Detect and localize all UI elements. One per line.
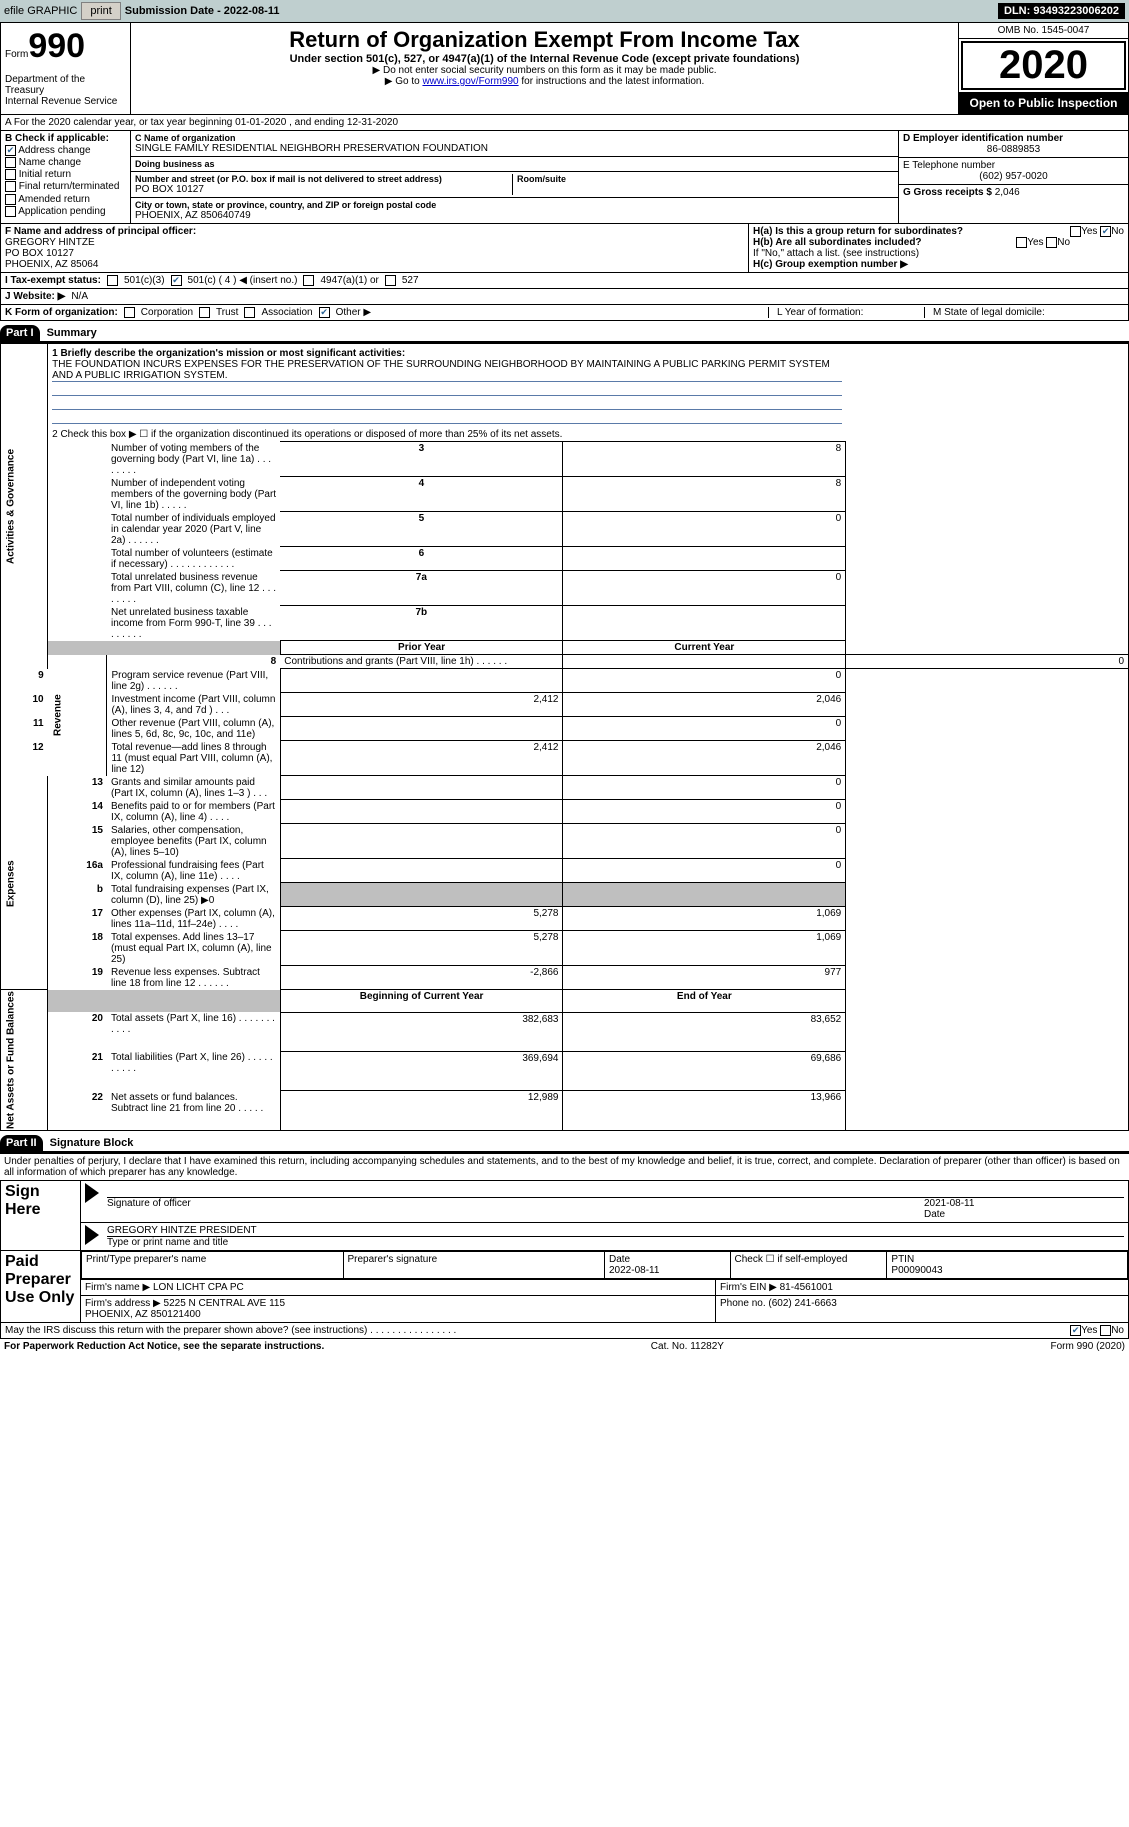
line-a: A For the 2020 calendar year, or tax yea… <box>0 115 1129 131</box>
section-expenses: Expenses <box>1 776 48 990</box>
firm-phone: (602) 241-6663 <box>768 1298 836 1309</box>
box-d-e-g: D Employer identification number86-08898… <box>898 131 1128 223</box>
officer-name-title: GREGORY HINTZE PRESIDENT <box>107 1225 1124 1236</box>
row-k: K Form of organization: Corporation Trus… <box>0 305 1129 321</box>
signature-table: Sign Here Signature of officer2021-08-11… <box>0 1180 1129 1323</box>
part-1-header: Part I Summary <box>0 321 1129 341</box>
discuss-row: May the IRS discuss this return with the… <box>0 1323 1129 1339</box>
check-app-pending[interactable]: Application pending <box>5 206 126 217</box>
org-name: SINGLE FAMILY RESIDENTIAL NEIGHBORH PRES… <box>135 143 488 154</box>
officer-name: GREGORY HINTZE <box>5 237 744 248</box>
form-number: 990 <box>28 27 85 65</box>
firm-name: LON LICHT CPA PC <box>153 1282 244 1293</box>
form-title: Return of Organization Exempt From Incom… <box>135 27 954 53</box>
part-2-header: Part II Signature Block <box>0 1131 1129 1151</box>
dept-text: Department of the Treasury Internal Reve… <box>5 74 126 107</box>
box-c: C Name of organizationSINGLE FAMILY RESI… <box>131 131 898 223</box>
section-b-to-g: B Check if applicable: Address change Na… <box>0 131 1129 224</box>
check-address-change[interactable]: Address change <box>5 145 126 156</box>
state-domicile: M State of legal domicile: <box>924 307 1124 318</box>
discuss-yes[interactable] <box>1070 1325 1081 1336</box>
box-b: B Check if applicable: Address change Na… <box>1 131 131 223</box>
gross-receipts: 2,046 <box>995 187 1020 198</box>
dln: DLN: 93493223006202 <box>998 3 1125 19</box>
box-f: F Name and address of principal officer:… <box>1 224 748 272</box>
header-center: Return of Organization Exempt From Incom… <box>131 23 958 114</box>
open-inspection: Open to Public Inspection <box>959 92 1128 114</box>
section-governance: Activities & Governance <box>1 344 48 669</box>
check-amended[interactable]: Amended return <box>5 194 126 205</box>
row-j: J Website: ▶ N/A <box>0 289 1129 305</box>
header-right: OMB No. 1545-0047 2020 Open to Public In… <box>958 23 1128 114</box>
omb-number: OMB No. 1545-0047 <box>959 23 1128 39</box>
print-button[interactable]: print <box>81 2 120 20</box>
street-address: PO BOX 10127 <box>135 184 204 195</box>
check-final-return[interactable]: Final return/terminated <box>5 181 126 192</box>
row-i: I Tax-exempt status: 501(c)(3) 501(c) ( … <box>0 273 1129 289</box>
mission-text: THE FOUNDATION INCURS EXPENSES FOR THE P… <box>52 359 842 382</box>
note-2: ▶ Go to www.irs.gov/Form990 for instruct… <box>135 76 954 87</box>
submission-date: Submission Date - 2022-08-11 <box>125 5 280 17</box>
tax-year: 2020 <box>961 41 1126 90</box>
check-501c3[interactable] <box>107 275 118 286</box>
check-name-change[interactable]: Name change <box>5 157 126 168</box>
arrow-icon <box>85 1225 99 1245</box>
paid-preparer-label: Paid Preparer Use Only <box>1 1251 81 1323</box>
discuss-no[interactable] <box>1100 1325 1111 1336</box>
year-formation: L Year of formation: <box>768 307 918 318</box>
arrow-icon <box>85 1183 99 1203</box>
footer: For Paperwork Reduction Act Notice, see … <box>0 1339 1129 1354</box>
check-initial-return[interactable]: Initial return <box>5 169 126 180</box>
box-h: H(a) Is this a group return for subordin… <box>748 224 1128 272</box>
instructions-link[interactable]: www.irs.gov/Form990 <box>422 76 518 87</box>
section-f-h: F Name and address of principal officer:… <box>0 224 1129 273</box>
form-label: Form <box>5 49 28 60</box>
sign-here-label: Sign Here <box>1 1181 81 1251</box>
efile-label: efile GRAPHIC <box>4 5 77 17</box>
city-state-zip: PHOENIX, AZ 850640749 <box>135 210 251 221</box>
check-501c[interactable] <box>171 275 182 286</box>
check-527[interactable] <box>385 275 396 286</box>
note-1: ▶ Do not enter social security numbers o… <box>135 65 954 76</box>
summary-table: Activities & Governance 1 Briefly descri… <box>0 343 1129 1131</box>
top-bar: efile GRAPHIC print Submission Date - 20… <box>0 0 1129 22</box>
declaration-text: Under penalties of perjury, I declare th… <box>0 1153 1129 1180</box>
ein: 86-0889853 <box>903 144 1124 155</box>
section-net-assets: Net Assets or Fund Balances <box>1 990 48 1131</box>
form-header: Form990 Department of the Treasury Inter… <box>0 22 1129 115</box>
section-revenue: Revenue <box>48 655 107 776</box>
form-subtitle: Under section 501(c), 527, or 4947(a)(1)… <box>135 53 954 65</box>
header-left: Form990 Department of the Treasury Inter… <box>1 23 131 114</box>
phone: (602) 957-0020 <box>903 171 1124 182</box>
check-4947[interactable] <box>303 275 314 286</box>
ptin: P00090043 <box>891 1265 942 1276</box>
firm-ein: 81-4561001 <box>780 1282 833 1293</box>
website: N/A <box>71 291 88 302</box>
